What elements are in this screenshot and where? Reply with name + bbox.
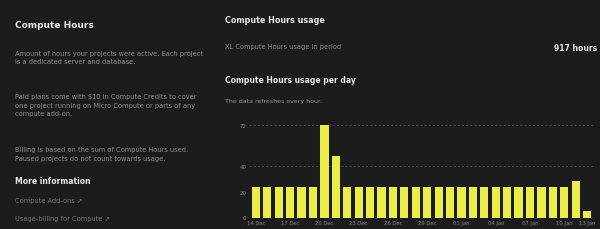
Text: 917 hours: 917 hours bbox=[554, 44, 597, 52]
Text: Billing is based on the sum of Compute Hours used.
Paused projects do not count : Billing is based on the sum of Compute H… bbox=[15, 147, 188, 161]
Bar bbox=[491, 187, 500, 218]
Bar bbox=[549, 187, 557, 218]
Bar bbox=[412, 187, 420, 218]
Text: XL Compute Hours usage in period: XL Compute Hours usage in period bbox=[225, 44, 341, 49]
Bar bbox=[434, 187, 443, 218]
Bar bbox=[446, 187, 454, 218]
Bar bbox=[560, 187, 568, 218]
Bar bbox=[355, 187, 363, 218]
Bar bbox=[583, 211, 591, 218]
Bar bbox=[298, 187, 305, 218]
Text: The data refreshes every hour.: The data refreshes every hour. bbox=[225, 98, 322, 104]
Text: Compute Add-ons ↗: Compute Add-ons ↗ bbox=[15, 197, 82, 203]
Bar bbox=[503, 187, 511, 218]
Bar bbox=[389, 187, 397, 218]
Bar bbox=[514, 187, 523, 218]
Text: Compute Hours: Compute Hours bbox=[15, 21, 94, 30]
Bar bbox=[526, 187, 534, 218]
Bar bbox=[275, 187, 283, 218]
Text: Compute Hours usage per day: Compute Hours usage per day bbox=[225, 76, 356, 85]
Bar bbox=[423, 187, 431, 218]
Bar bbox=[457, 187, 466, 218]
Bar bbox=[377, 187, 386, 218]
Bar bbox=[286, 187, 294, 218]
Text: Compute Hours usage: Compute Hours usage bbox=[225, 16, 325, 25]
Bar bbox=[538, 187, 545, 218]
Bar bbox=[252, 187, 260, 218]
Bar bbox=[343, 187, 352, 218]
Bar bbox=[309, 187, 317, 218]
Bar bbox=[469, 187, 477, 218]
Text: Usage-billing for Compute ↗: Usage-billing for Compute ↗ bbox=[15, 215, 110, 221]
Bar bbox=[366, 187, 374, 218]
Text: More information: More information bbox=[15, 176, 91, 185]
Bar bbox=[400, 187, 409, 218]
Text: Amount of hours your projects were active. Each project
is a dedicated server an: Amount of hours your projects were activ… bbox=[15, 50, 203, 65]
Text: Paid plans come with $10 in Compute Credits to cover
one project running on Micr: Paid plans come with $10 in Compute Cred… bbox=[15, 94, 196, 117]
Bar bbox=[572, 182, 580, 218]
Bar bbox=[263, 187, 271, 218]
Bar bbox=[480, 187, 488, 218]
Bar bbox=[320, 125, 329, 218]
Bar bbox=[332, 156, 340, 218]
